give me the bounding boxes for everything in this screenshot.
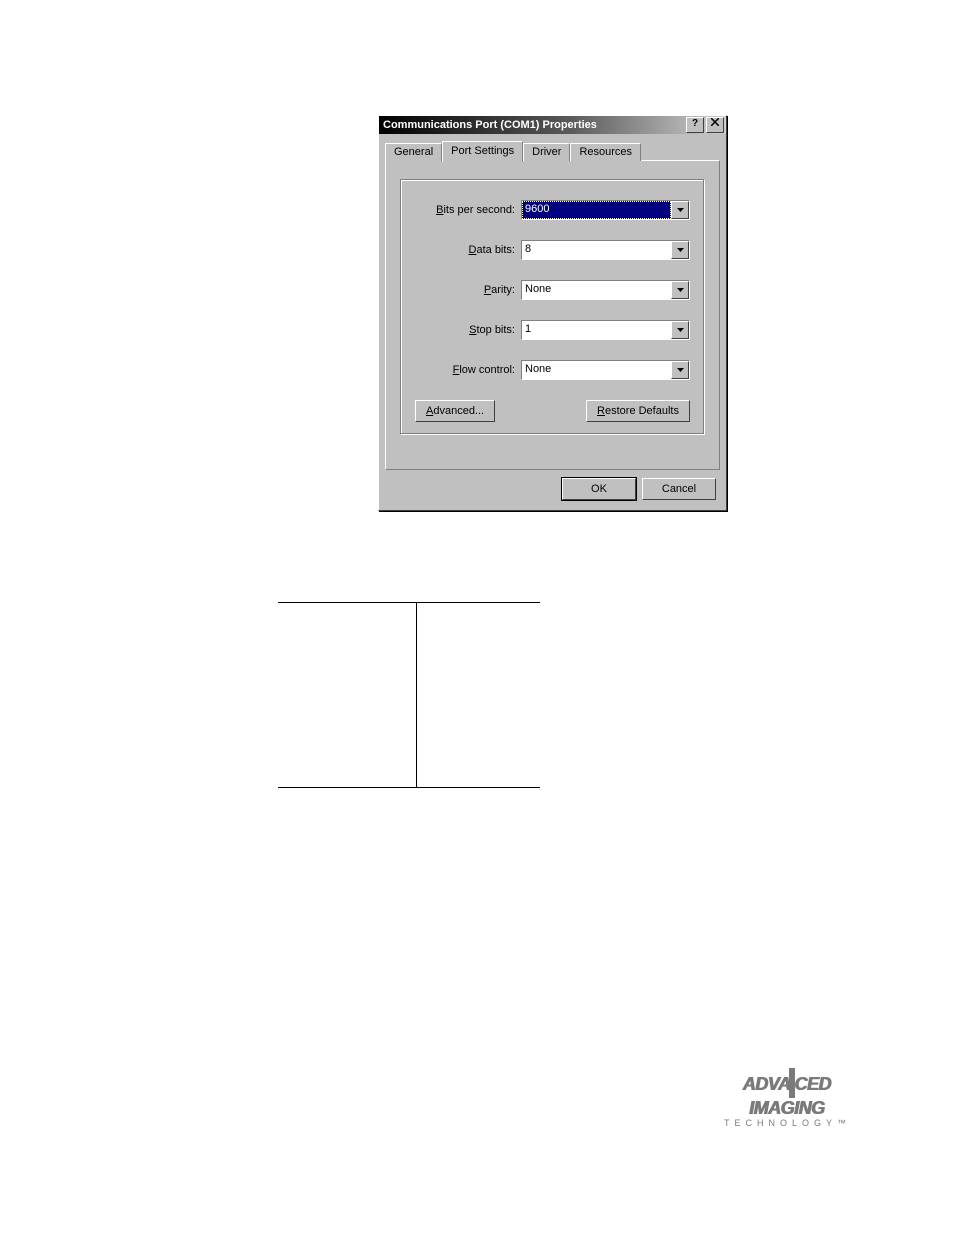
tab-general[interactable]: General — [385, 143, 442, 161]
table-frame — [278, 602, 540, 788]
row-stop-bits: Stop bits: 1 — [415, 320, 690, 340]
combo-parity-dropdown[interactable] — [671, 281, 689, 299]
row-parity: Parity: None — [415, 280, 690, 300]
label-data-bits: Data bits: — [415, 244, 521, 256]
table-divider — [416, 603, 417, 787]
ok-button[interactable]: OK — [562, 478, 636, 500]
page: Communications Port (COM1) Properties ? … — [0, 0, 954, 1235]
tab-strip: General Port Settings Driver Resources — [385, 140, 720, 161]
tab-page-port-settings: Bits per second: 9600 Data bits: 8 — [385, 160, 720, 470]
chevron-down-icon — [677, 288, 684, 292]
tab-driver[interactable]: Driver — [523, 143, 570, 161]
close-button[interactable] — [706, 117, 724, 133]
label-bits-per-second: Bits per second: — [415, 204, 521, 216]
label-stop-bits: Stop bits: — [415, 324, 521, 336]
row-bits-per-second: Bits per second: 9600 — [415, 200, 690, 220]
combo-data-bits[interactable]: 8 — [521, 240, 690, 260]
combo-stop-bits-dropdown[interactable] — [671, 321, 689, 339]
combo-stop-bits[interactable]: 1 — [521, 320, 690, 340]
close-icon — [711, 118, 719, 126]
logo-subline: TECHNOLOGY™ — [724, 1118, 849, 1128]
combo-bits-per-second-dropdown[interactable] — [671, 201, 689, 219]
tab-resources[interactable]: Resources — [570, 143, 641, 161]
logo-line1: ADVACED IMAGING — [724, 1070, 849, 1116]
combo-flow-control[interactable]: None — [521, 360, 690, 380]
combo-flow-control-value: None — [522, 361, 671, 379]
logo-line2: IMAGING — [749, 1098, 825, 1118]
combo-data-bits-value: 8 — [522, 241, 671, 259]
chevron-down-icon — [677, 368, 684, 372]
cancel-button[interactable]: Cancel — [642, 478, 716, 500]
row-data-bits: Data bits: 8 — [415, 240, 690, 260]
advanced-imaging-logo: ADVACED IMAGING TECHNOLOGY™ — [724, 1070, 849, 1128]
combo-stop-bits-value: 1 — [522, 321, 671, 339]
settings-group: Bits per second: 9600 Data bits: 8 — [400, 179, 705, 435]
combo-parity[interactable]: None — [521, 280, 690, 300]
chevron-down-icon — [677, 208, 684, 212]
combo-data-bits-dropdown[interactable] — [671, 241, 689, 259]
window-title: Communications Port (COM1) Properties — [381, 119, 684, 131]
combo-flow-control-dropdown[interactable] — [671, 361, 689, 379]
tab-port-settings[interactable]: Port Settings — [442, 141, 523, 162]
label-flow-control: Flow control: — [415, 364, 521, 376]
combo-bits-per-second[interactable]: 9600 — [521, 200, 690, 220]
restore-defaults-button[interactable]: Restore Defaults — [586, 400, 690, 422]
group-button-row: Advanced... Restore Defaults — [415, 400, 690, 422]
combo-parity-value: None — [522, 281, 671, 299]
advanced-button[interactable]: Advanced... — [415, 400, 495, 422]
chevron-down-icon — [677, 248, 684, 252]
properties-dialog: Communications Port (COM1) Properties ? … — [378, 115, 727, 511]
row-flow-control: Flow control: None — [415, 360, 690, 380]
dialog-body: General Port Settings Driver Resources B… — [379, 134, 726, 510]
help-button[interactable]: ? — [686, 117, 704, 133]
label-parity: Parity: — [415, 284, 521, 296]
chevron-down-icon — [677, 328, 684, 332]
combo-bits-per-second-value: 9600 — [522, 201, 671, 219]
dialog-button-row: OK Cancel — [385, 470, 720, 502]
titlebar[interactable]: Communications Port (COM1) Properties ? — [379, 116, 726, 134]
